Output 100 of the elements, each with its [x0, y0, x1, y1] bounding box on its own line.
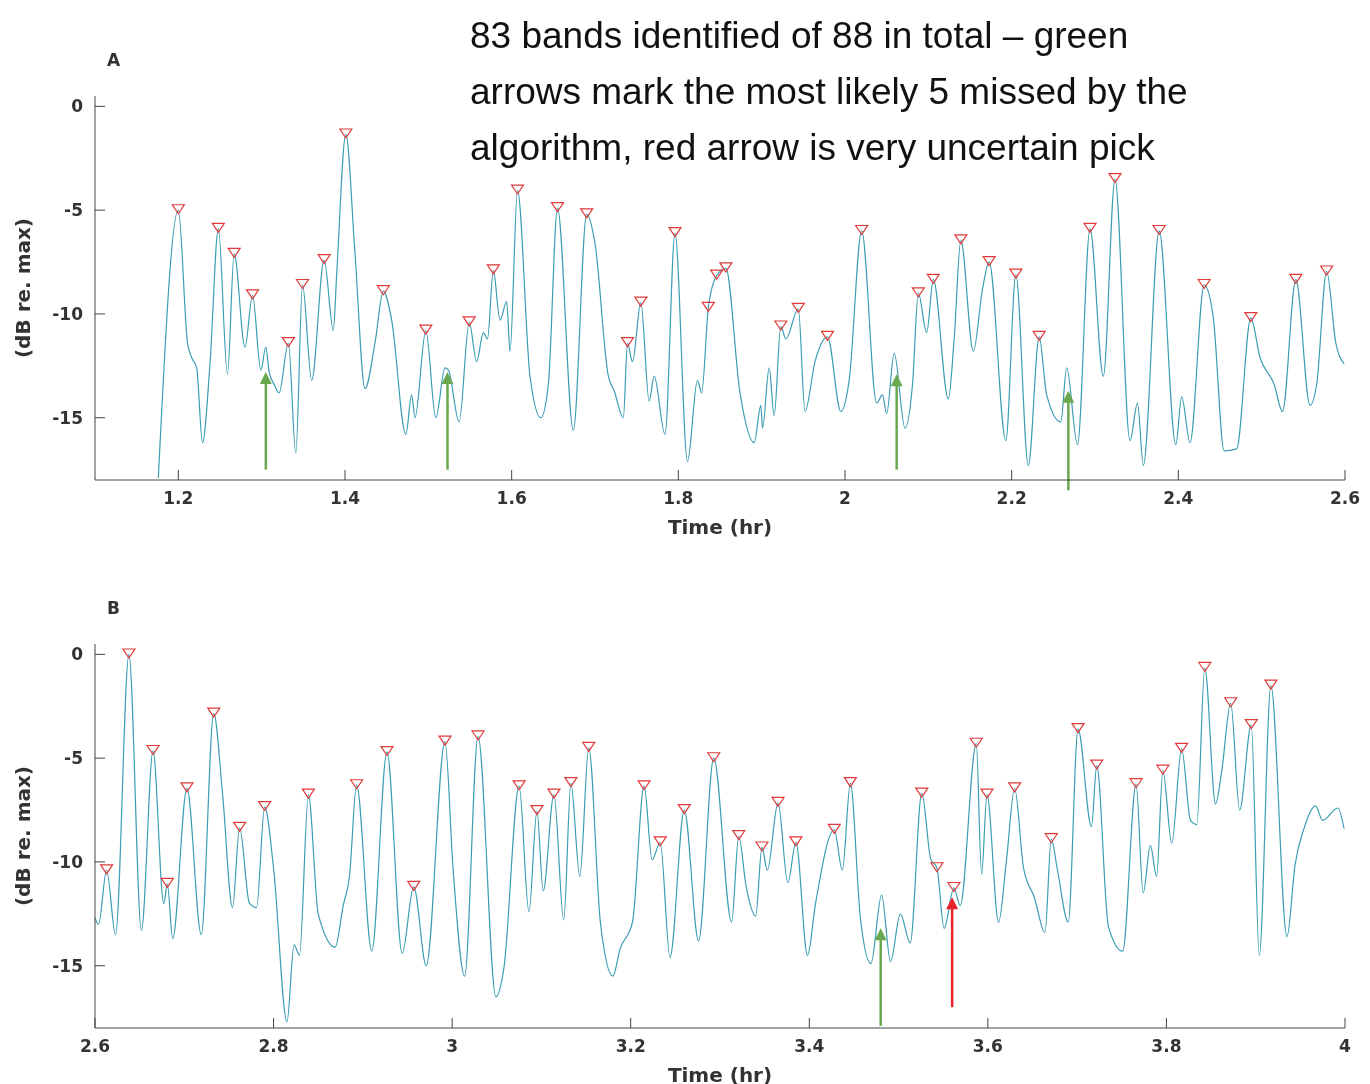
x-tick-label: 1.4: [329, 488, 361, 508]
point: [701, 301, 715, 312]
point: [407, 880, 421, 892]
point: [380, 745, 394, 757]
point: [1152, 224, 1166, 236]
y-tick-label: 0: [71, 644, 84, 665]
point: [1129, 778, 1143, 789]
point: [827, 823, 841, 834]
point: [637, 780, 651, 791]
x-tick-label: 3.2: [615, 1036, 646, 1056]
x-tick-label: 4: [1339, 1036, 1352, 1056]
point: [634, 296, 648, 307]
point: [171, 204, 185, 215]
point: [233, 821, 247, 832]
point: [1320, 265, 1334, 276]
point: [1090, 759, 1104, 770]
x-axis-title: Time (hr): [667, 515, 773, 539]
chart-title: A: [107, 50, 121, 70]
point: [732, 830, 746, 841]
y-tick-label: -15: [52, 955, 83, 976]
point: [930, 862, 944, 873]
point: [207, 707, 221, 718]
point: [1044, 833, 1058, 844]
point: [530, 805, 544, 816]
point: [843, 777, 857, 788]
point: [419, 324, 433, 335]
point: [146, 744, 160, 756]
x-tick-label: 1.8: [663, 488, 694, 508]
point: [668, 226, 682, 238]
point: [438, 735, 452, 746]
point: [915, 787, 929, 798]
point: [1264, 679, 1278, 690]
y-tick-label: -10: [52, 303, 84, 324]
annotation: 83 bands identified of 88 in total – green arrows mark the most likely 5 missed by the algorithm, red arrow is very uncertain pick: [470, 15, 1188, 168]
point: [982, 256, 996, 267]
point: [317, 253, 331, 265]
point: [510, 184, 525, 195]
point: [301, 788, 315, 799]
point: [1197, 278, 1211, 290]
point: [1224, 697, 1238, 708]
point: [1244, 718, 1258, 730]
point: [122, 648, 136, 659]
point: [100, 864, 114, 875]
point: [245, 289, 260, 300]
point: [580, 208, 594, 219]
x-tick-label: 3: [446, 1036, 459, 1056]
point: [512, 780, 526, 791]
point: [926, 273, 940, 284]
x-tick-label: 2.8: [258, 1036, 289, 1056]
point: [350, 779, 364, 790]
y-tick-label: -5: [64, 748, 83, 769]
point: [677, 804, 691, 815]
point: [258, 800, 272, 812]
point: [550, 202, 565, 213]
point: [160, 877, 174, 888]
point: [1083, 222, 1097, 234]
chart-title: B: [107, 598, 120, 618]
point: [211, 222, 225, 234]
point: [1244, 312, 1258, 323]
x-tick-label: 1.2: [163, 488, 194, 508]
point: [653, 836, 667, 847]
point: [1032, 330, 1046, 341]
point: [771, 796, 785, 807]
point: [820, 330, 835, 341]
y-axis-title: (dB re. max): [11, 765, 35, 907]
x-tick-label: 2.6: [79, 1036, 111, 1056]
point: [471, 730, 485, 741]
point: [947, 881, 961, 893]
point: [855, 224, 869, 236]
point: [774, 320, 788, 331]
point: [1108, 173, 1122, 184]
point: [707, 752, 721, 763]
point: [180, 782, 194, 793]
y-tick-label: -15: [52, 407, 83, 428]
y-axis-title: (dB re. max): [11, 217, 35, 359]
point: [339, 128, 353, 139]
x-tick-label: 2.2: [996, 488, 1027, 508]
point: [547, 788, 561, 799]
point: [791, 302, 805, 313]
point: [1008, 782, 1022, 793]
x-tick-label: 2.4: [1163, 488, 1194, 508]
x-tick-label: 2.6: [1329, 488, 1361, 508]
point: [980, 788, 994, 799]
point: [564, 777, 578, 788]
point: [462, 316, 476, 327]
point: [486, 264, 500, 275]
x-tick-label: 1.6: [496, 488, 527, 508]
y-tick-label: -5: [64, 200, 83, 221]
x-tick-label: 3.6: [972, 1036, 1003, 1056]
point: [1071, 723, 1085, 734]
point: [789, 836, 803, 847]
x-tick-label: 2: [839, 488, 851, 508]
y-tick-label: -10: [52, 851, 84, 872]
point: [719, 262, 733, 273]
y-tick-label: 0: [71, 96, 84, 117]
x-tick-label: 3.4: [794, 1036, 825, 1056]
point: [1156, 764, 1170, 775]
point: [969, 737, 983, 748]
point: [295, 278, 310, 290]
point: [710, 269, 724, 280]
